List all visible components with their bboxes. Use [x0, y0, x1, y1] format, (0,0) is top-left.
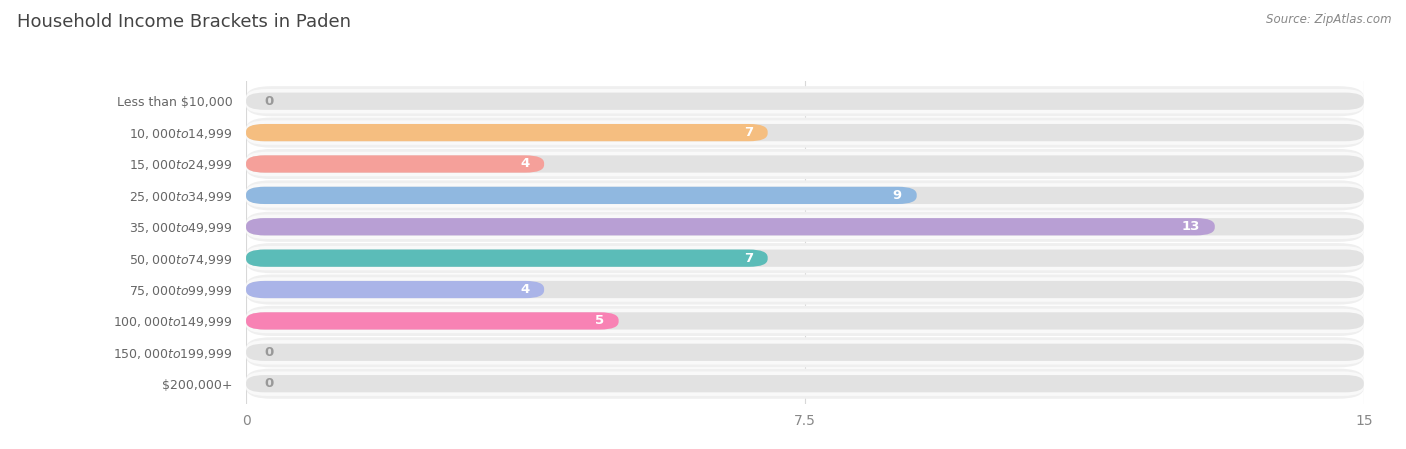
FancyBboxPatch shape: [246, 187, 917, 204]
FancyBboxPatch shape: [246, 343, 1364, 361]
FancyBboxPatch shape: [246, 250, 768, 267]
FancyBboxPatch shape: [246, 215, 1364, 239]
FancyBboxPatch shape: [246, 92, 1364, 110]
FancyBboxPatch shape: [246, 308, 1364, 333]
FancyBboxPatch shape: [246, 369, 1364, 399]
Text: 0: 0: [264, 346, 274, 359]
FancyBboxPatch shape: [246, 86, 1364, 116]
FancyBboxPatch shape: [246, 306, 1364, 336]
Text: 5: 5: [595, 314, 603, 327]
Text: 0: 0: [264, 95, 274, 108]
FancyBboxPatch shape: [246, 155, 1364, 172]
FancyBboxPatch shape: [246, 337, 1364, 367]
FancyBboxPatch shape: [246, 218, 1364, 235]
FancyBboxPatch shape: [246, 187, 1364, 204]
FancyBboxPatch shape: [246, 243, 1364, 273]
FancyBboxPatch shape: [246, 375, 1364, 392]
Text: 0: 0: [264, 377, 274, 390]
FancyBboxPatch shape: [246, 313, 1364, 330]
FancyBboxPatch shape: [246, 371, 1364, 396]
FancyBboxPatch shape: [246, 340, 1364, 365]
FancyBboxPatch shape: [246, 218, 1215, 235]
FancyBboxPatch shape: [246, 124, 1364, 141]
Text: Source: ZipAtlas.com: Source: ZipAtlas.com: [1267, 13, 1392, 26]
FancyBboxPatch shape: [246, 250, 1364, 267]
FancyBboxPatch shape: [246, 152, 1364, 176]
Text: 7: 7: [744, 251, 752, 264]
FancyBboxPatch shape: [246, 120, 1364, 145]
Text: 9: 9: [893, 189, 901, 202]
Text: 4: 4: [520, 158, 529, 171]
Text: 13: 13: [1181, 220, 1199, 233]
Text: 7: 7: [744, 126, 752, 139]
FancyBboxPatch shape: [246, 246, 1364, 270]
FancyBboxPatch shape: [246, 183, 1364, 207]
Text: Household Income Brackets in Paden: Household Income Brackets in Paden: [17, 13, 352, 31]
FancyBboxPatch shape: [246, 180, 1364, 211]
FancyBboxPatch shape: [246, 89, 1364, 114]
FancyBboxPatch shape: [246, 118, 1364, 148]
FancyBboxPatch shape: [246, 149, 1364, 179]
FancyBboxPatch shape: [246, 277, 1364, 302]
Text: 4: 4: [520, 283, 529, 296]
FancyBboxPatch shape: [246, 211, 1364, 242]
FancyBboxPatch shape: [246, 281, 1364, 298]
FancyBboxPatch shape: [246, 274, 1364, 304]
FancyBboxPatch shape: [246, 155, 544, 172]
FancyBboxPatch shape: [246, 124, 768, 141]
FancyBboxPatch shape: [246, 281, 544, 298]
FancyBboxPatch shape: [246, 313, 619, 330]
